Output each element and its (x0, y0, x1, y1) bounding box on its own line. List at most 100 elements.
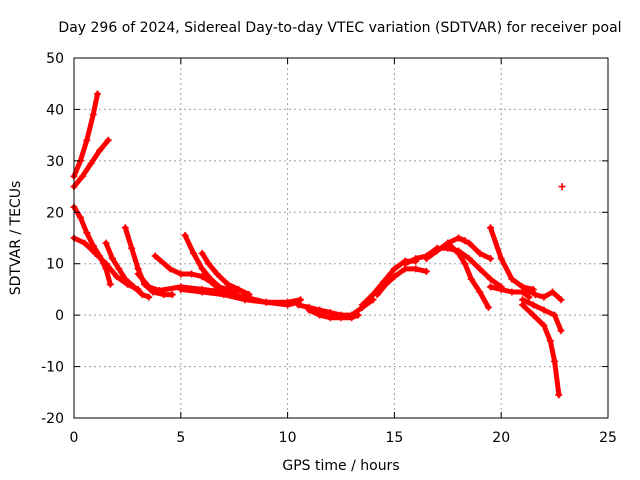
data-point (529, 301, 537, 309)
data-point (121, 275, 129, 283)
data-point (190, 249, 198, 257)
data-point (138, 291, 146, 299)
data-point (198, 249, 206, 257)
series-track-e (102, 239, 153, 301)
data-point (83, 229, 91, 237)
y-tick-label: 50 (46, 51, 64, 67)
data-point (487, 255, 495, 263)
series-line (456, 235, 493, 262)
data-point (555, 391, 563, 399)
data-point (373, 291, 381, 299)
x-axis-title: GPS time / hours (282, 458, 399, 474)
data-point (81, 239, 89, 247)
data-point (177, 285, 185, 293)
data-point (358, 301, 366, 309)
data-point (487, 275, 495, 283)
data-point (465, 239, 473, 247)
data-point (79, 172, 87, 180)
y-tick-label: 20 (46, 205, 64, 221)
data-point (234, 285, 242, 293)
plot-frame (73, 57, 609, 419)
series-track-n (305, 306, 362, 322)
data-point (145, 293, 153, 301)
data-point (433, 247, 441, 255)
y-tick-label: 40 (46, 102, 64, 118)
data-point (168, 291, 176, 299)
data-point (207, 275, 215, 283)
data-point (187, 270, 195, 278)
data-point (177, 270, 185, 278)
series-track-w (519, 296, 565, 335)
data-point (93, 90, 101, 98)
series-outlier (558, 183, 566, 191)
data-point (548, 288, 556, 296)
x-tick-label: 10 (279, 430, 297, 446)
data-point (348, 314, 356, 322)
data-point (354, 311, 362, 319)
data-point (130, 283, 138, 291)
data-point (284, 298, 292, 306)
data-point (198, 288, 206, 296)
x-tick-label: 20 (492, 430, 510, 446)
x-tick-label: 25 (599, 430, 617, 446)
y-tick-label: -20 (41, 411, 64, 427)
data-point (96, 147, 104, 155)
series-line (445, 240, 491, 310)
data-point (104, 136, 112, 144)
data-point (476, 288, 484, 296)
data-point (558, 183, 566, 191)
data-point (108, 255, 116, 263)
data-point (102, 260, 110, 268)
data-point (508, 275, 516, 283)
data-point (551, 311, 559, 319)
data-point (337, 314, 345, 322)
data-point (102, 239, 110, 247)
data-point (305, 306, 313, 314)
data-point (551, 357, 559, 365)
data-point (215, 283, 223, 291)
data-point (326, 314, 334, 322)
data-point (294, 301, 302, 309)
series-line (199, 250, 252, 298)
data-point (113, 273, 121, 281)
data-point (540, 321, 548, 329)
data-point (166, 265, 174, 273)
x-tick-label: 0 (70, 430, 79, 446)
data-point (531, 291, 539, 299)
series-track-x (519, 301, 563, 399)
data-point (454, 249, 462, 257)
data-point (205, 260, 213, 268)
x-tick-label: 5 (176, 430, 185, 446)
data-point (382, 280, 390, 288)
tick-marks (73, 57, 609, 419)
data-point (540, 306, 548, 314)
data-point (106, 280, 114, 288)
data-point (461, 260, 469, 268)
data-point (134, 270, 142, 278)
series-track-p (373, 265, 430, 299)
data-point (412, 255, 420, 263)
series-track-t (454, 234, 495, 263)
series-group (70, 90, 566, 399)
data-point (224, 280, 232, 288)
data-point (546, 337, 554, 345)
y-tick-label: -10 (41, 360, 64, 376)
data-point (83, 136, 91, 144)
data-point (121, 224, 129, 232)
x-tick-labels: 0 5 10 15 20 25 (70, 430, 617, 446)
data-point (87, 159, 95, 167)
data-point (525, 293, 533, 301)
data-point (213, 270, 221, 278)
data-point (241, 293, 249, 301)
data-point (476, 249, 484, 257)
data-point (497, 285, 505, 293)
series-track-s (444, 239, 492, 311)
data-point (422, 255, 430, 263)
y-tick-labels: -20 -10 0 10 20 30 40 50 (41, 51, 64, 427)
data-point (316, 311, 324, 319)
data-point (529, 311, 537, 319)
data-point (476, 265, 484, 273)
data-point (557, 327, 565, 335)
data-point (401, 260, 409, 268)
